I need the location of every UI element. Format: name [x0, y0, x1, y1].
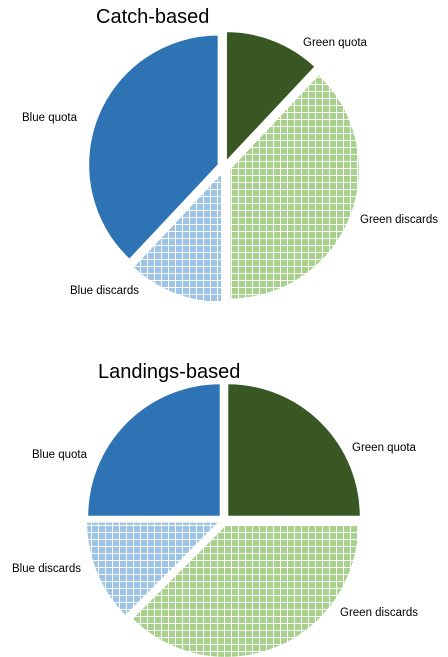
catch-blue-quota-label: Blue quota	[22, 112, 78, 124]
landings-green-quota-label: Green quota	[352, 442, 417, 454]
landings-based-chart: Landings-based Green quota Green discard…	[12, 361, 418, 657]
landings-blue-discards-label: Blue discards	[12, 563, 81, 575]
landings-blue-quota-label: Blue quota	[32, 449, 88, 461]
landings-green-discards-label: Green discards	[340, 607, 418, 619]
catch-green-discards-label: Green discards	[360, 214, 438, 226]
pie-slice-blue-quota	[86, 382, 222, 518]
pie-slice-green-quota	[226, 382, 362, 518]
catch-based-title: Catch-based	[96, 6, 209, 28]
pie-slice-blue-discards	[85, 521, 222, 618]
catch-blue-discards-label: Blue discards	[70, 285, 139, 297]
landings-based-title: Landings-based	[98, 361, 240, 383]
pie-slice-blue-quota	[87, 34, 220, 261]
pie-slice-green-discards	[130, 523, 360, 657]
pie-slice-green-discards	[228, 73, 361, 300]
catch-green-quota-label: Green quota	[303, 37, 368, 49]
pie-slice-blue-discards	[131, 170, 223, 304]
pie-slice-green-quota	[225, 30, 317, 164]
catch-based-chart: Catch-based Green quota Green discards B…	[22, 6, 438, 304]
